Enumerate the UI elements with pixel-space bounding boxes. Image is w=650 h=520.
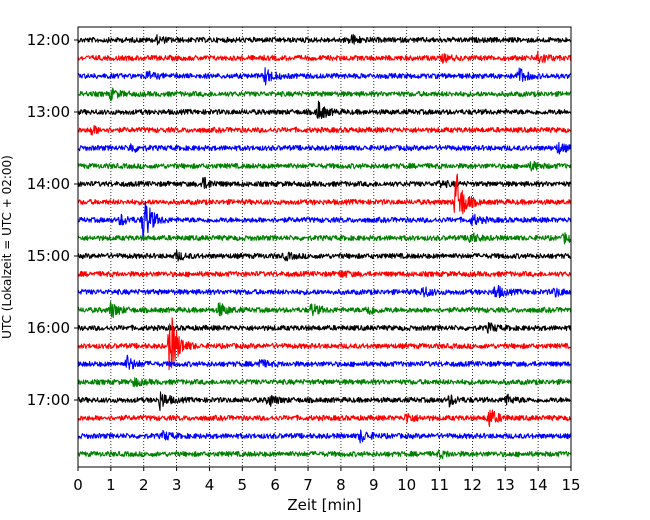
y-tick-label: 17:00: [27, 391, 70, 409]
x-tick-label: 6: [270, 476, 280, 494]
x-tick-label: 8: [336, 476, 346, 494]
trace-1600: [77, 322, 572, 334]
trace-1230: [77, 67, 572, 86]
y-tick-label: 15:00: [27, 247, 70, 265]
x-tick-label: 0: [73, 476, 83, 494]
trace-1515: [77, 270, 572, 278]
x-tick-label: 13: [496, 476, 515, 494]
x-tick-label: 15: [561, 476, 580, 494]
trace-1530: [77, 284, 572, 299]
x-tick-label: 14: [529, 476, 548, 494]
x-tick-label: 3: [172, 476, 182, 494]
y-tick-label: 16:00: [27, 319, 70, 337]
seismic-traces: [77, 33, 572, 460]
trace-1715: [77, 409, 572, 428]
plot-frame: [77, 26, 572, 468]
trace-1430: [77, 200, 572, 239]
y-tick-label: 12:00: [27, 31, 70, 49]
x-tick-label: 12: [463, 476, 482, 494]
x-axis-label: Zeit [min]: [287, 496, 361, 514]
vertical-grid: [110, 27, 539, 467]
trace-1315: [77, 124, 572, 136]
x-tick-label: 5: [238, 476, 248, 494]
trace-1615: [77, 317, 572, 371]
trace-1545: [77, 301, 572, 319]
y-tick-label: 13:00: [27, 103, 70, 121]
x-tick-label: 10: [397, 476, 416, 494]
y-axis-label: UTC (Lokalzeit = UTC + 02:00): [0, 155, 14, 339]
x-tick-label: 11: [430, 476, 449, 494]
x-tick-label: 4: [205, 476, 215, 494]
trace-1245: [77, 87, 572, 102]
trace-1200: [77, 33, 572, 46]
trace-1645: [77, 377, 572, 388]
trace-1500: [77, 249, 572, 262]
trace-1445: [77, 232, 572, 245]
x-axis-ticks: 0 1 2 3 4 5 6 7 8 9 10 11 12 13 14 15: [73, 467, 581, 494]
trace-1345: [77, 160, 572, 172]
trace-1700: [77, 391, 572, 412]
trace-1330: [77, 141, 572, 155]
x-tick-label: 7: [303, 476, 313, 494]
trace-1730: [77, 429, 572, 444]
trace-1215: [77, 50, 572, 64]
trace-1630: [77, 354, 572, 370]
trace-1415: [77, 173, 572, 215]
trace-1745: [77, 449, 572, 460]
trace-1300: [77, 100, 572, 120]
y-tick-label: 14:00: [27, 175, 70, 193]
y-axis-ticks: 12:00 13:00 14:00 15:00 16:00 17:00: [27, 31, 78, 409]
trace-1400: [77, 176, 572, 189]
x-tick-label: 9: [369, 476, 379, 494]
x-tick-label: 1: [106, 476, 116, 494]
x-tick-label: 2: [139, 476, 149, 494]
